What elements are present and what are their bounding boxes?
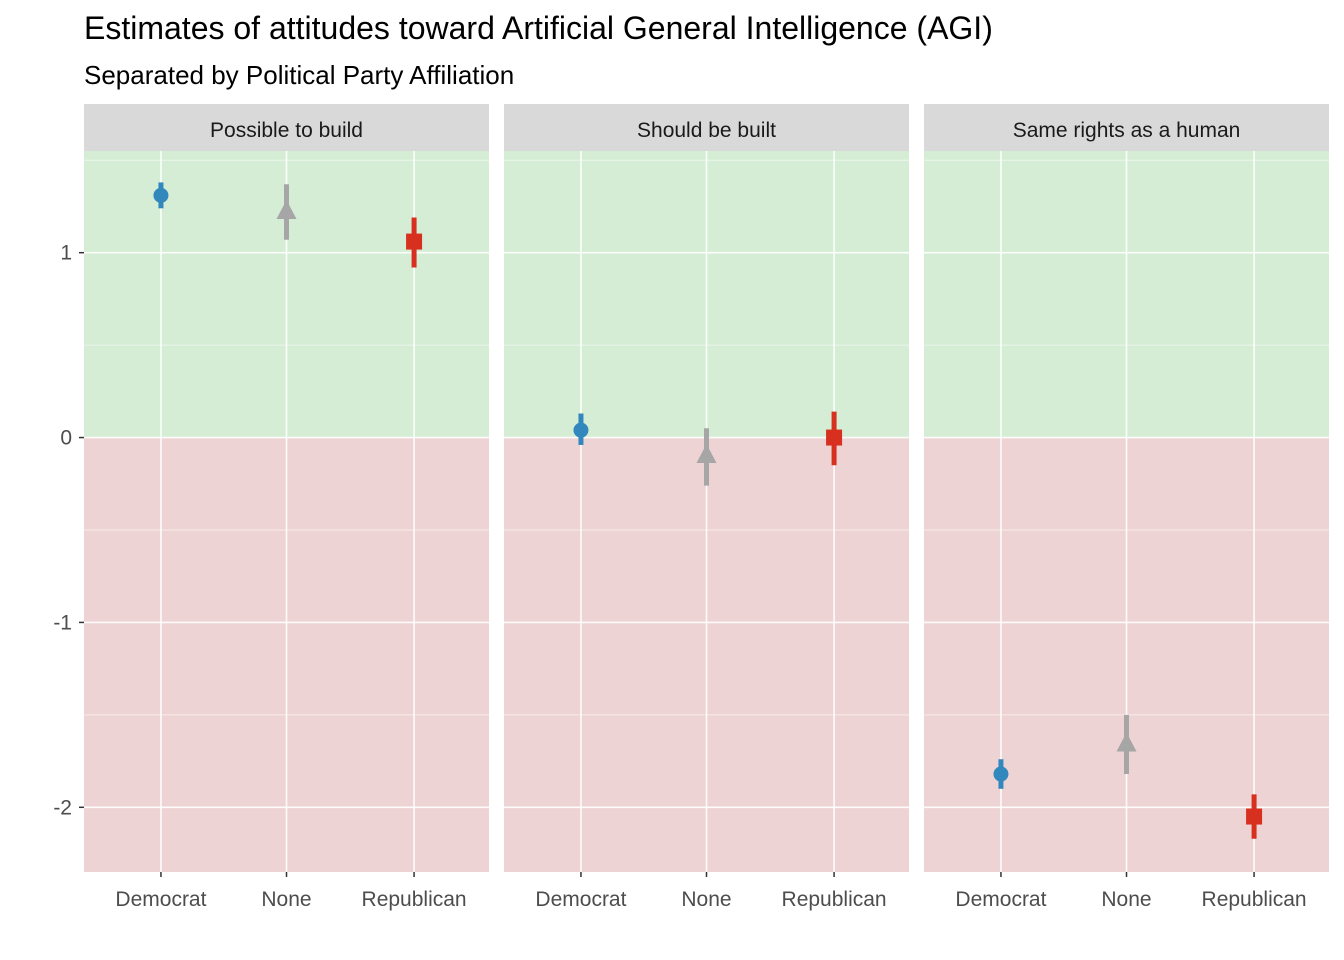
- x-tick-label: Republican: [362, 888, 467, 911]
- x-tick-label: None: [681, 888, 731, 911]
- facet-strip-label: Same rights as a human: [1013, 119, 1241, 142]
- facet-strip: [84, 104, 489, 151]
- y-tick-label: -1: [53, 611, 72, 634]
- point-marker: [1246, 808, 1263, 825]
- x-tick-label: Democrat: [955, 888, 1046, 911]
- point-marker: [696, 444, 717, 464]
- facet-strip: [504, 104, 909, 151]
- facet-panel: Same rights as a human Democrat None Republ…: [924, 104, 1329, 911]
- facet-strip-label: Should be built: [637, 119, 776, 142]
- x-tick-label: None: [1101, 888, 1151, 911]
- chart-subtitle: Separated by Political Party Affiliation: [84, 60, 515, 90]
- x-tick-label: Republican: [1202, 888, 1307, 911]
- point-marker: [406, 233, 423, 250]
- facet-panel: Possible to build Democrat None Republican: [84, 104, 489, 911]
- point-marker: [993, 766, 1009, 782]
- x-tick-label: Democrat: [535, 888, 626, 911]
- point-marker: [573, 422, 589, 438]
- y-tick-label: -2: [53, 796, 72, 819]
- chart-title: Estimates of attitudes toward Artificial…: [84, 10, 993, 46]
- x-tick-label: Democrat: [115, 888, 206, 911]
- point-marker: [153, 187, 169, 203]
- facet-panel: Should be built Democrat None Republican: [504, 104, 909, 911]
- facet-strip: [924, 104, 1329, 151]
- point-marker: [826, 429, 843, 446]
- y-tick-label: 1: [60, 242, 72, 265]
- facet-strip-label: Possible to build: [210, 119, 363, 142]
- x-tick-label: None: [261, 888, 311, 911]
- point-marker: [1116, 732, 1137, 752]
- y-tick-label: 0: [60, 427, 72, 450]
- x-tick-label: Republican: [782, 888, 887, 911]
- point-marker: [276, 200, 297, 220]
